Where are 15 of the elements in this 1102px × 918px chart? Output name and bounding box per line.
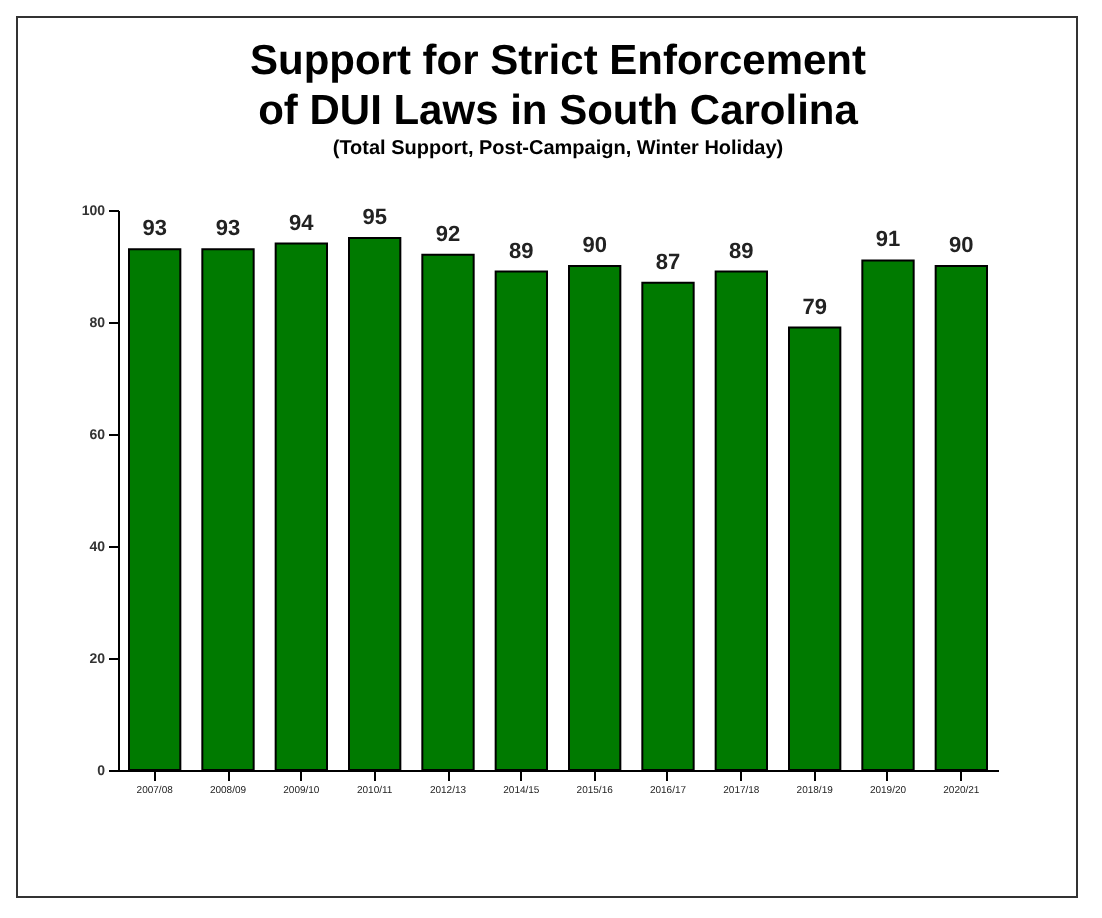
data-label: 79: [802, 295, 827, 320]
data-label: 95: [362, 206, 387, 230]
text: Support for Strict Enforcement: [249, 38, 867, 84]
data-label: 89: [729, 239, 754, 264]
data-label: 89: [509, 239, 534, 264]
data-label: 87: [655, 250, 681, 275]
text: of DUI Laws in South Carolina: [258, 88, 858, 134]
data-label: 90: [582, 234, 607, 258]
data-label: 90: [949, 234, 974, 258]
data-label: 92: [435, 222, 461, 247]
data-label: 93: [215, 217, 241, 242]
chart-subtitle: (Total Support, Post-Campaign, Winter Holiday): [332, 138, 784, 160]
data-label: 91: [875, 228, 901, 253]
data-label: 94: [289, 211, 316, 236]
data-label: 93: [142, 217, 167, 242]
